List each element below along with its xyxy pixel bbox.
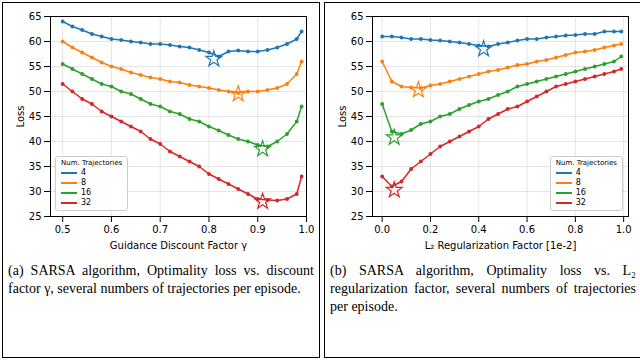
- html-text:8: 8: [81, 178, 87, 187]
- svg-text:25: 25: [29, 211, 42, 222]
- svg-text:55: 55: [351, 61, 364, 72]
- svg-text:60: 60: [29, 36, 42, 47]
- svg-text:0.8: 0.8: [567, 224, 583, 235]
- svg-text:50: 50: [29, 86, 42, 97]
- svg-text:35: 35: [29, 161, 42, 172]
- svg-text:65: 65: [29, 11, 42, 22]
- html-text:4: 4: [575, 168, 581, 177]
- svg-text:0.5: 0.5: [55, 224, 71, 235]
- svg-text:0.6: 0.6: [519, 224, 535, 235]
- html-text:Num. Trajectories: Num. Trajectories: [61, 159, 123, 167]
- svg-text:0.4: 0.4: [471, 224, 487, 235]
- html-text:16: 16: [81, 188, 92, 197]
- svg-text:50: 50: [351, 86, 364, 97]
- svg-text:65: 65: [351, 11, 364, 22]
- svg-text:0.8: 0.8: [201, 224, 217, 235]
- svg-text:0.2: 0.2: [423, 224, 439, 235]
- svg-text:30: 30: [29, 186, 42, 197]
- html-text:16: 16: [575, 188, 586, 197]
- svg-text:0.6: 0.6: [103, 224, 119, 235]
- svg-text:55: 55: [29, 61, 42, 72]
- html-text:8: 8: [575, 178, 581, 187]
- svg-text:45: 45: [351, 111, 364, 122]
- html-text:4: 4: [81, 168, 87, 177]
- html-text:(b) SARSA algorithm, Optimalit: (b) SARSA algorithm, Optimality loss vs.…: [330, 263, 636, 315]
- svg-text:L₂ Regularization Factor [1e-2: L₂ Regularization Factor [1e-2]: [425, 240, 577, 251]
- html-text:32: 32: [81, 198, 92, 207]
- html-text:Num. Trajectories: Num. Trajectories: [555, 159, 617, 167]
- svg-text:0.9: 0.9: [250, 224, 266, 235]
- svg-text:40: 40: [351, 136, 364, 147]
- svg-text:0.0: 0.0: [374, 224, 390, 235]
- svg-text:Guidance Discount Factor γ: Guidance Discount Factor γ: [110, 240, 247, 251]
- html-text:(a) SARSA algorithm, Optimalit: (a) SARSA algorithm, Optimality loss vs.…: [8, 263, 314, 297]
- svg-text:0.7: 0.7: [152, 224, 168, 235]
- svg-text:25: 25: [351, 211, 364, 222]
- svg-text:Loss: Loss: [15, 106, 26, 128]
- svg-text:45: 45: [29, 111, 42, 122]
- svg-text:1.0: 1.0: [299, 224, 315, 235]
- svg-text:30: 30: [351, 186, 364, 197]
- svg-text:40: 40: [29, 136, 42, 147]
- svg-text:35: 35: [351, 161, 364, 172]
- html-text:32: 32: [575, 198, 586, 207]
- svg-text:Loss: Loss: [337, 106, 348, 128]
- svg-text:60: 60: [351, 36, 364, 47]
- svg-text:1.0: 1.0: [616, 224, 632, 235]
